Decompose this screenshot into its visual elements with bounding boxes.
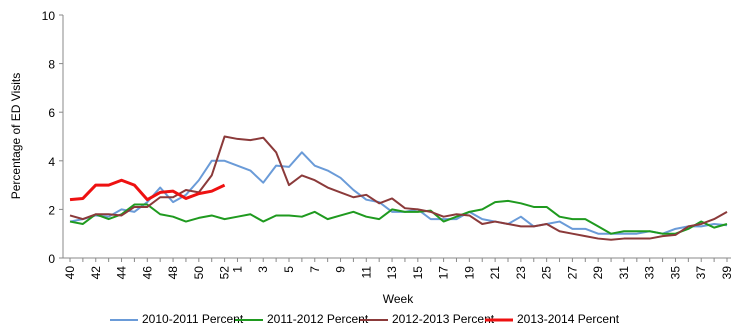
y-tick-label: 6 — [48, 106, 55, 120]
x-tick-label: 21 — [488, 266, 502, 280]
y-axis-label: Percentage of ED Visits — [9, 73, 23, 200]
series-line — [69, 178, 226, 202]
x-tick-label: 50 — [192, 266, 206, 280]
y-tick-label: 2 — [48, 203, 55, 217]
x-tick-label: 1 — [230, 266, 244, 273]
x-tick-label: 33 — [643, 266, 657, 280]
x-tick-label: 35 — [668, 266, 682, 280]
x-tick-label: 48 — [166, 266, 180, 280]
y-tick-label: 0 — [48, 252, 55, 266]
x-tick-label: 25 — [540, 266, 554, 280]
x-tick-label: 15 — [411, 266, 425, 280]
x-tick-label: 29 — [591, 266, 605, 280]
y-tick-label: 8 — [48, 58, 55, 72]
x-tick-label: 17 — [437, 266, 451, 280]
x-tick-label: 46 — [140, 266, 154, 280]
x-axis-label: Week — [383, 292, 414, 306]
x-tick-label: 27 — [565, 266, 579, 280]
x-tick-label: 39 — [720, 266, 733, 280]
x-tick-label: 9 — [334, 266, 348, 273]
x-tick-label: 52 — [218, 266, 232, 280]
y-tick-label: 4 — [48, 155, 55, 169]
legend-label: 2013-2014 Percent — [517, 312, 620, 326]
x-tick-label: 5 — [282, 266, 296, 273]
x-tick-label: 19 — [462, 266, 476, 280]
x-tick-label: 3 — [256, 266, 270, 273]
x-tick-label: 31 — [617, 266, 631, 280]
x-tick-label: 44 — [115, 266, 129, 280]
x-tick-label: 37 — [694, 266, 708, 280]
series-line — [69, 199, 728, 235]
x-tick-label: 11 — [359, 266, 373, 279]
x-tick-label: 23 — [514, 266, 528, 280]
legend-label: 2012-2013 Percent — [392, 312, 495, 326]
legend-label: 2011-2012 Percent — [267, 312, 369, 326]
x-tick-label: 7 — [308, 266, 322, 273]
series-line — [69, 135, 728, 241]
y-tick-label: 10 — [42, 9, 56, 23]
legend-label: 2010-2011 Percent — [142, 312, 244, 326]
x-tick-label: 13 — [385, 266, 399, 280]
x-tick-label: 40 — [63, 266, 77, 280]
series-line — [69, 151, 728, 235]
x-tick-label: 42 — [89, 266, 103, 280]
